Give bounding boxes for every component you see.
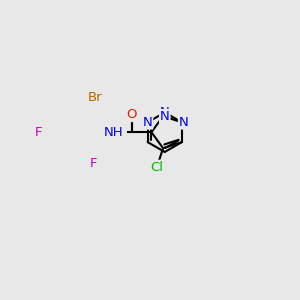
- Text: Br: Br: [88, 92, 103, 104]
- Text: Cl: Cl: [151, 160, 164, 173]
- Text: N: N: [160, 110, 169, 123]
- Text: O: O: [126, 108, 137, 121]
- Text: NH: NH: [104, 126, 123, 139]
- Text: F: F: [90, 158, 98, 170]
- Text: F: F: [35, 126, 43, 139]
- Text: N: N: [143, 116, 152, 129]
- Text: N: N: [178, 116, 188, 129]
- Text: N: N: [160, 106, 169, 119]
